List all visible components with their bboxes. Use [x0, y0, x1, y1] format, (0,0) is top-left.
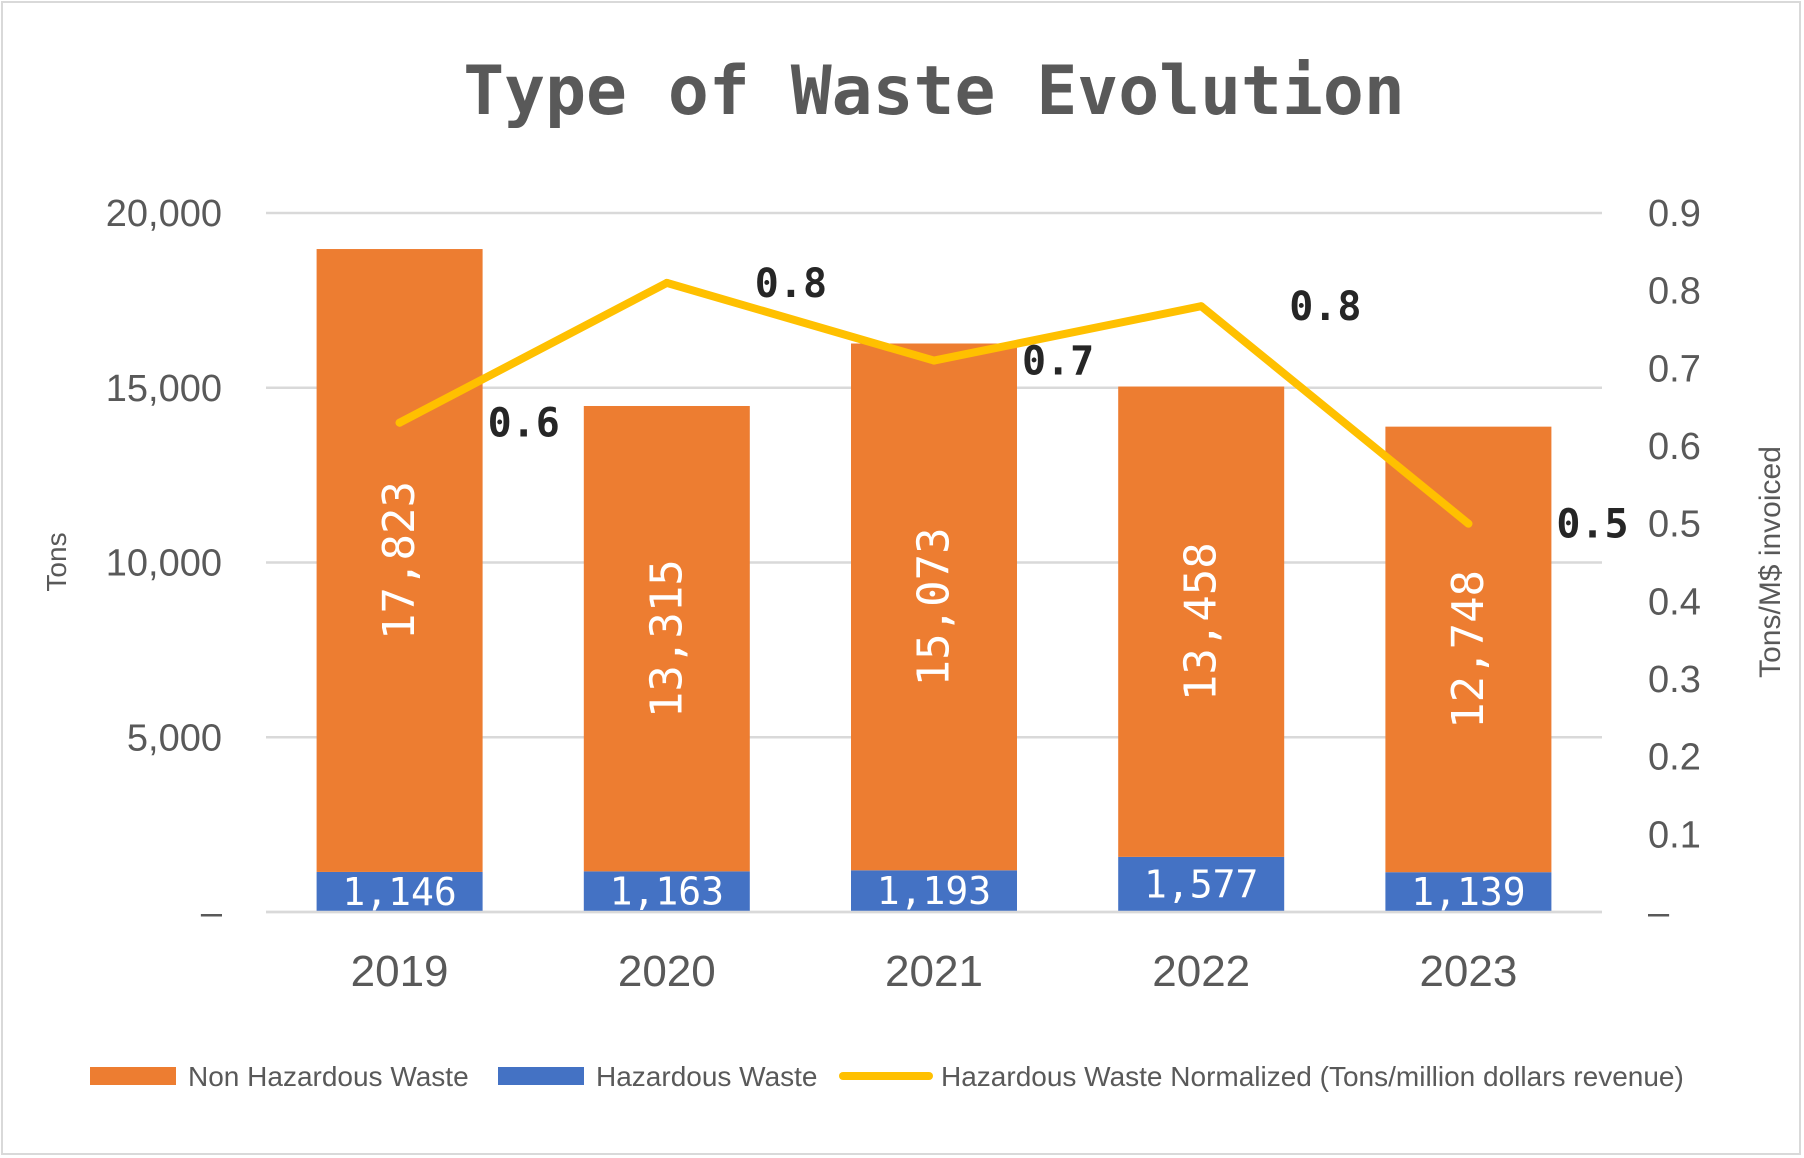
- bar-hazardous-2021: [851, 870, 1017, 912]
- x-tick-label-2022: 2022: [1152, 947, 1250, 996]
- y-tick-label: –: [201, 892, 223, 934]
- y2-tick-label: 0.3: [1648, 659, 1701, 701]
- bars: 1,146 17,823 1,163 13,315 1,193 15,073 1,577 13…: [316, 249, 1552, 914]
- legend-swatch-1: [498, 1067, 584, 1085]
- bar-non-hazardous-2019: [316, 249, 483, 872]
- line-point-2019: [395, 418, 404, 427]
- legend-label-1: Hazardous Waste: [596, 1061, 818, 1092]
- chart-title: Type of Waste Evolution: [463, 52, 1405, 131]
- legend-label-2: Hazardous Waste Normalized (Tons/million…: [941, 1061, 1684, 1092]
- data-label-hazardous-2021: 1,193: [877, 869, 991, 913]
- data-label-non-hazardous-2021: 15,073: [909, 527, 960, 686]
- line-label-2020: 0.8: [755, 261, 827, 307]
- data-label-hazardous-2020: 1,163: [610, 870, 724, 914]
- x-tick-label-2019: 2019: [351, 947, 449, 996]
- data-label-non-hazardous-2022: 13,458: [1176, 542, 1227, 701]
- y-tick-label: 5,000: [127, 717, 222, 759]
- y2-tick-label: –: [1648, 892, 1670, 934]
- y2-axis-label: Tons/M$ invoiced: [1754, 446, 1787, 678]
- line-label-2023: 0.5: [1556, 502, 1628, 548]
- y-tick-label: 10,000: [106, 543, 222, 585]
- bar-non-hazardous-2021: [851, 343, 1017, 871]
- data-label-non-hazardous-2023: 12,748: [1443, 570, 1494, 729]
- y2-tick-label: 0.8: [1648, 271, 1701, 313]
- bar-hazardous-2020: [583, 871, 750, 912]
- data-label-non-hazardous-2020: 13,315: [641, 559, 692, 718]
- axes: – 5,000 10,000 15,000 20,000 – 0.1 0.2 0.3 0.4 0.5…: [106, 193, 1701, 996]
- legend-swatch-0: [90, 1067, 176, 1085]
- line-point-2023: [1464, 519, 1473, 528]
- y-axis-label: Tons: [41, 532, 72, 591]
- x-tick-label-2021: 2021: [885, 947, 983, 996]
- y2-tick-label: 0.5: [1648, 504, 1701, 546]
- line-point-2020: [662, 278, 671, 287]
- x-tick-label-2023: 2023: [1419, 947, 1517, 996]
- y2-tick-label: 0.2: [1648, 737, 1701, 779]
- line-label-2019: 0.6: [488, 401, 560, 447]
- bar-hazardous-2022: [1118, 856, 1285, 912]
- line-label-2022: 0.8: [1289, 284, 1361, 330]
- y2-tick-label: 0.7: [1648, 348, 1701, 390]
- y2-tick-label: 0.4: [1648, 581, 1701, 623]
- bar-non-hazardous-2020: [583, 405, 750, 872]
- line-point-2022: [1197, 302, 1206, 311]
- bar-non-hazardous-2023: [1385, 426, 1552, 873]
- normalized-line: 0.6 0.8 0.7 0.8 0.5: [395, 261, 1629, 548]
- y-tick-label: 15,000: [106, 368, 222, 410]
- line-label-2021: 0.7: [1022, 339, 1094, 385]
- y2-tick-label: 0.6: [1648, 426, 1701, 468]
- data-label-hazardous-2019: 1,146: [342, 870, 456, 914]
- y2-tick-label: 0.1: [1648, 814, 1701, 856]
- x-tick-label-2020: 2020: [618, 947, 716, 996]
- bar-hazardous-2019: [316, 871, 483, 912]
- data-label-hazardous-2023: 1,139: [1411, 870, 1525, 914]
- y2-tick-label: 0.9: [1648, 193, 1701, 235]
- bar-non-hazardous-2022: [1118, 386, 1285, 857]
- legend: Non Hazardous Waste Hazardous Waste Hazard…: [90, 1061, 1684, 1092]
- data-label-non-hazardous-2019: 17,823: [374, 481, 425, 640]
- y-tick-label: 20,000: [106, 193, 222, 235]
- legend-label-0: Non Hazardous Waste: [188, 1061, 469, 1092]
- line-point-2021: [930, 356, 938, 365]
- data-label-hazardous-2022: 1,577: [1144, 862, 1258, 906]
- bar-hazardous-2023: [1385, 872, 1552, 912]
